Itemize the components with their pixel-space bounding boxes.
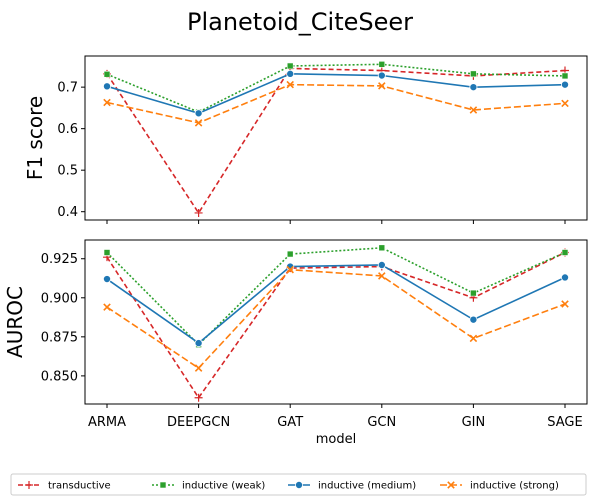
f1-data-point xyxy=(377,71,386,80)
f1-series-inductive-medium xyxy=(103,69,570,118)
f1-data-point xyxy=(469,83,478,92)
auroc-data-point xyxy=(378,244,386,252)
legend-label: inductive (medium) xyxy=(318,481,416,492)
auroc-data-point xyxy=(561,300,569,308)
f1-series-inductive-strong xyxy=(103,80,569,127)
auroc-data-point xyxy=(470,289,477,297)
auroc-ytick-label: 0.875 xyxy=(41,330,78,345)
auroc-ytick-label: 0.900 xyxy=(41,291,78,306)
f1-data-point xyxy=(194,109,203,118)
f1-data-point xyxy=(194,119,203,127)
f1-ytick-label: 0.7 xyxy=(57,81,78,96)
auroc-ytick-label: 0.850 xyxy=(41,369,78,384)
auroc-data-point xyxy=(194,393,203,402)
f1-ylabel: F1 score xyxy=(23,96,47,180)
legend-label: inductive (strong) xyxy=(470,481,559,492)
auroc-series-line xyxy=(106,264,566,345)
auroc-data-point xyxy=(469,315,478,324)
f1-data-point xyxy=(561,80,570,89)
auroc-series-line xyxy=(106,251,566,400)
x-axis-label: model xyxy=(316,432,356,447)
auroc-data-point xyxy=(103,303,111,311)
f1-data-point xyxy=(378,61,386,68)
auroc-series-inductive-strong xyxy=(103,265,569,372)
auroc-data-point xyxy=(469,334,478,343)
x-tick-labels: ARMA DEEPGCN GAT GCN GIN SAGE xyxy=(88,415,583,430)
legend-item: transductive xyxy=(18,481,111,492)
f1-score-panel: F1 score 0.4 0.5 0.6 0.7 xyxy=(23,55,588,224)
f1-series-line xyxy=(106,83,566,124)
auroc-series-line xyxy=(106,246,566,346)
f1-data-point xyxy=(470,70,477,78)
f1-data-point xyxy=(103,82,112,91)
f1-series-line xyxy=(106,73,566,115)
f1-plot-frame xyxy=(84,55,588,221)
f1-data-point xyxy=(286,62,294,70)
legend-label: transductive xyxy=(48,481,111,492)
f1-series-line xyxy=(106,63,566,113)
f1-ytick-label: 0.6 xyxy=(57,122,78,137)
auroc-data-point xyxy=(286,250,294,258)
auroc-data-point xyxy=(194,364,203,372)
auroc-data-point xyxy=(561,273,570,282)
auroc-data-point xyxy=(286,265,294,274)
legend-item: inductive (strong) xyxy=(440,481,559,492)
legend: transductive inductive (weak) inductive (m… xyxy=(10,473,587,496)
auroc-ylabel: AUROC xyxy=(3,286,27,358)
auroc-data-point xyxy=(103,249,111,256)
f1-data-point xyxy=(286,69,295,78)
auroc-data-point xyxy=(561,249,569,256)
f1-data-point xyxy=(194,208,203,217)
f1-series-line xyxy=(106,67,566,215)
auroc-series-line xyxy=(106,268,566,370)
f1-ytick-label: 0.4 xyxy=(57,205,78,220)
f1-data-point xyxy=(561,99,569,108)
auroc-panel: AUROC 0.850 0.875 0.900 0.925 xyxy=(3,239,588,408)
auroc-data-point xyxy=(378,272,386,280)
f1-data-point xyxy=(469,106,478,114)
legend-marker xyxy=(25,481,33,489)
x-tick-label: GIN xyxy=(462,415,486,430)
auroc-plot-frame xyxy=(84,239,588,405)
f1-data-point xyxy=(561,72,569,80)
f1-data-point xyxy=(103,70,111,78)
x-tick-label: GCN xyxy=(367,415,396,430)
f1-data-point xyxy=(103,98,111,107)
legend-item: inductive (weak) xyxy=(152,481,265,492)
auroc-data-point xyxy=(377,260,386,269)
x-tick-label: SAGE xyxy=(547,415,582,430)
legend-label: inductive (weak) xyxy=(182,481,265,492)
x-tick-label: DEEPGCN xyxy=(167,415,230,430)
f1-data-point xyxy=(378,82,386,90)
auroc-ytick-label: 0.925 xyxy=(41,252,78,267)
x-tick-label: ARMA xyxy=(88,415,126,430)
f1-data-point xyxy=(286,80,294,89)
x-tick-label: GAT xyxy=(277,415,303,430)
auroc-data-point xyxy=(103,275,112,284)
f1-ytick-label: 0.5 xyxy=(57,164,78,179)
legend-marker xyxy=(447,481,455,489)
legend-marker xyxy=(294,480,303,489)
legend-item: inductive (medium) xyxy=(288,481,416,492)
legend-marker xyxy=(159,481,167,489)
auroc-data-point xyxy=(194,339,203,348)
chart-title: Planetoid_CiteSeer xyxy=(187,8,413,36)
